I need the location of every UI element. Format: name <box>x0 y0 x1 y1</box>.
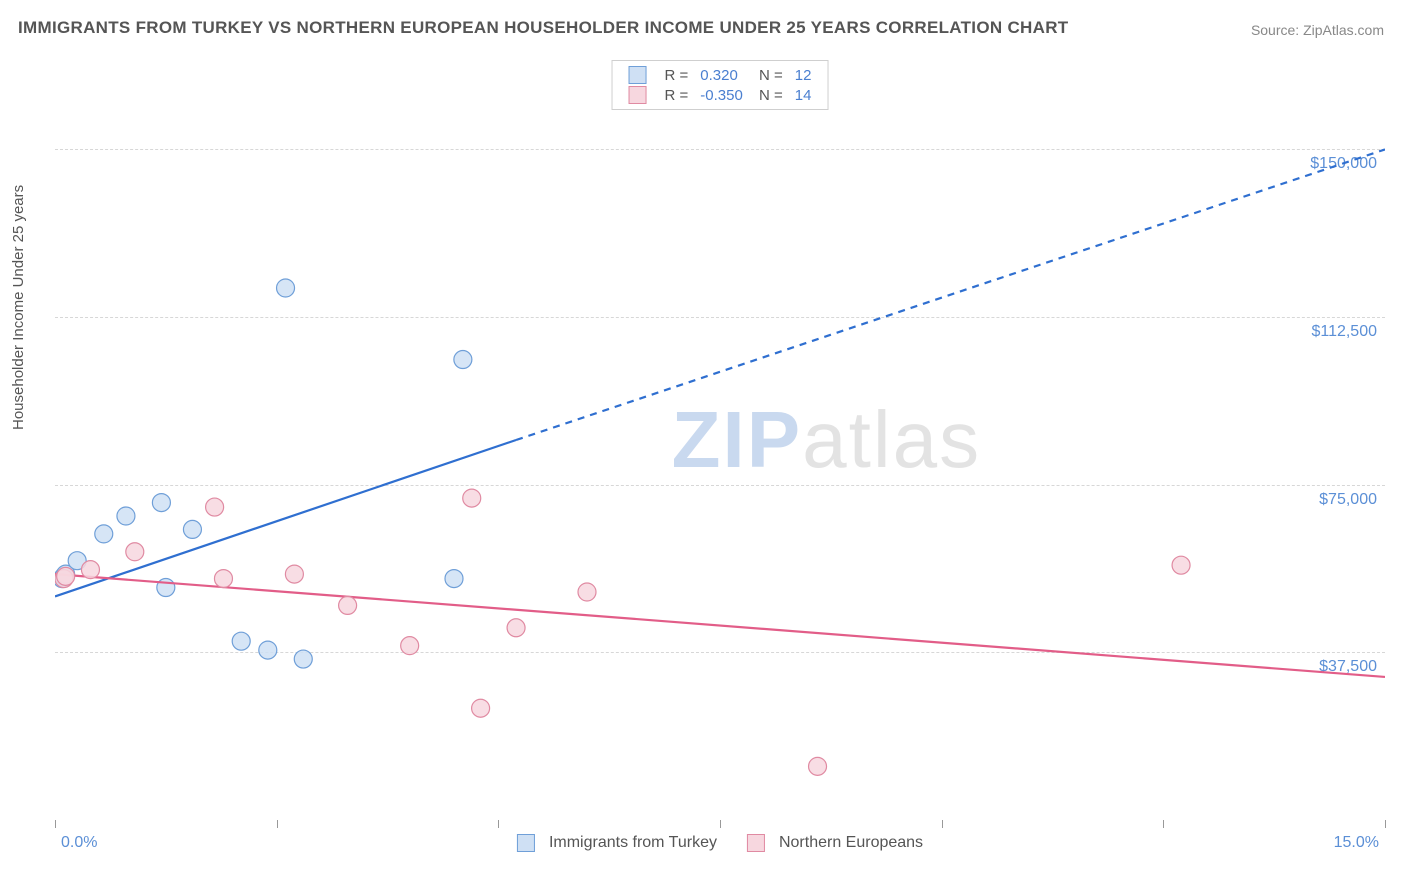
y-axis-label: Householder Income Under 25 years <box>10 185 27 430</box>
data-point <box>809 757 827 775</box>
legend-r-value: -0.350 <box>694 85 749 105</box>
data-point <box>445 570 463 588</box>
data-point <box>472 699 490 717</box>
legend-n-value: 14 <box>789 85 818 105</box>
x-tick-mark <box>277 820 278 828</box>
data-point <box>463 489 481 507</box>
legend-r-label: R = <box>659 65 695 85</box>
trend-line <box>55 574 1385 677</box>
data-point <box>277 279 295 297</box>
data-point <box>126 543 144 561</box>
x-axis-min-label: 0.0% <box>61 834 97 852</box>
x-tick-mark <box>498 820 499 828</box>
chart-title: IMMIGRANTS FROM TURKEY VS NORTHERN EUROP… <box>18 18 1068 38</box>
correlation-legend-row: R =-0.350 N =14 <box>623 85 818 105</box>
data-point <box>206 498 224 516</box>
legend-n-label: N = <box>749 85 789 105</box>
x-tick-mark <box>1385 820 1386 828</box>
data-point <box>117 507 135 525</box>
x-tick-mark <box>720 820 721 828</box>
x-tick-mark <box>55 820 56 828</box>
source-attribution: Source: ZipAtlas.com <box>1251 22 1384 38</box>
x-tick-mark <box>942 820 943 828</box>
legend-item: Northern Europeans <box>747 834 923 852</box>
legend-item: Immigrants from Turkey <box>517 834 717 852</box>
series-legend: Immigrants from Turkey Northern Europeans <box>517 834 923 852</box>
data-point <box>339 596 357 614</box>
chart-plot-area: ZIPatlas R =0.320 N =12R =-0.350 N =14 I… <box>55 60 1385 820</box>
legend-swatch <box>629 86 647 104</box>
data-point <box>95 525 113 543</box>
data-point <box>232 632 250 650</box>
data-point <box>285 565 303 583</box>
data-point <box>578 583 596 601</box>
data-point <box>81 561 99 579</box>
x-axis-max-label: 15.0% <box>1334 834 1379 852</box>
correlation-legend-table: R =0.320 N =12R =-0.350 N =14 <box>623 65 818 105</box>
data-point <box>507 619 525 637</box>
chart-svg <box>55 60 1385 820</box>
legend-n-label: N = <box>749 65 789 85</box>
data-point <box>214 570 232 588</box>
legend-label: Immigrants from Turkey <box>549 834 717 852</box>
data-point <box>152 494 170 512</box>
data-point <box>1172 556 1190 574</box>
data-point <box>454 351 472 369</box>
data-point <box>401 637 419 655</box>
correlation-legend-row: R =0.320 N =12 <box>623 65 818 85</box>
legend-r-value: 0.320 <box>694 65 749 85</box>
legend-swatch <box>629 66 647 84</box>
legend-swatch <box>517 834 535 852</box>
legend-n-value: 12 <box>789 65 818 85</box>
data-point <box>294 650 312 668</box>
legend-r-label: R = <box>659 85 695 105</box>
trend-line-dashed <box>516 149 1385 440</box>
data-point <box>259 641 277 659</box>
data-point <box>183 520 201 538</box>
legend-swatch <box>747 834 765 852</box>
correlation-legend: R =0.320 N =12R =-0.350 N =14 <box>612 60 829 110</box>
data-point <box>57 567 75 585</box>
legend-label: Northern Europeans <box>779 834 923 852</box>
x-tick-mark <box>1163 820 1164 828</box>
